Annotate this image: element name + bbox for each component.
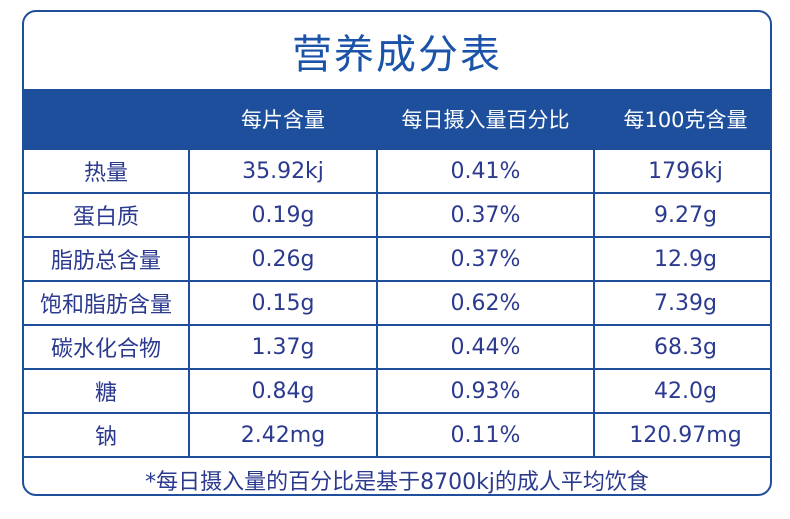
table-title: 营养成分表 bbox=[292, 31, 502, 78]
nutrient-name: 热量 bbox=[24, 148, 189, 193]
nutrient-name: 脂肪总含量 bbox=[24, 236, 189, 281]
nutrient-name: 碳水化合物 bbox=[24, 324, 189, 369]
daily-percent-value: 0.62% bbox=[376, 280, 594, 325]
per-100g-value: 68.3g bbox=[593, 324, 770, 369]
nutrition-card: 营养成分表 每片含量 每日摄入量百分比 每100克含量 热量 35.92kj 0… bbox=[22, 10, 772, 496]
daily-percent-value: 0.37% bbox=[376, 236, 594, 281]
table-row: 饱和脂肪含量 0.15g 0.62% 7.39g bbox=[24, 280, 770, 325]
table-row: 脂肪总含量 0.26g 0.37% 12.9g bbox=[24, 236, 770, 281]
per-piece-value: 2.42mg bbox=[188, 412, 377, 456]
nutrient-name: 糖 bbox=[24, 368, 189, 413]
daily-percent-value: 0.11% bbox=[376, 412, 594, 456]
nutrient-name: 蛋白质 bbox=[24, 192, 189, 237]
per-100g-value: 9.27g bbox=[593, 192, 770, 237]
per-100g-value: 12.9g bbox=[593, 236, 770, 281]
per-100g-value: 1796kj bbox=[593, 148, 770, 193]
table-row: 糖 0.84g 0.93% 42.0g bbox=[24, 368, 770, 413]
daily-percent-value: 0.37% bbox=[376, 192, 594, 237]
per-100g-value: 120.97mg bbox=[593, 412, 770, 456]
table-row: 热量 35.92kj 0.41% 1796kj bbox=[24, 148, 770, 193]
table-row: 碳水化合物 1.37g 0.44% 68.3g bbox=[24, 324, 770, 369]
per-100g-value: 42.0g bbox=[593, 368, 770, 413]
per-piece-value: 0.26g bbox=[188, 236, 377, 281]
daily-percent-value: 0.44% bbox=[376, 324, 594, 369]
table-row: 钠 2.42mg 0.11% 120.97mg bbox=[24, 412, 770, 456]
header-daily-percent: 每日摄入量百分比 bbox=[376, 89, 594, 149]
nutrition-table: 每片含量 每日摄入量百分比 每100克含量 热量 35.92kj 0.41% 1… bbox=[24, 89, 770, 456]
nutrient-name: 饱和脂肪含量 bbox=[24, 280, 189, 325]
per-piece-value: 0.15g bbox=[188, 280, 377, 325]
per-piece-value: 35.92kj bbox=[188, 148, 377, 193]
per-100g-value: 7.39g bbox=[593, 280, 770, 325]
per-piece-value: 0.19g bbox=[188, 192, 377, 237]
header-per-100g: 每100克含量 bbox=[593, 89, 770, 149]
table-row: 蛋白质 0.19g 0.37% 9.27g bbox=[24, 192, 770, 237]
nutrient-name: 钠 bbox=[24, 412, 189, 456]
daily-percent-value: 0.93% bbox=[376, 368, 594, 413]
footnote: *每日摄入量的百分比是基于8700kj的成人平均饮食 bbox=[24, 456, 770, 494]
daily-percent-value: 0.41% bbox=[376, 148, 594, 193]
header-blank bbox=[24, 89, 189, 149]
per-piece-value: 0.84g bbox=[188, 368, 377, 413]
per-piece-value: 1.37g bbox=[188, 324, 377, 369]
header-row: 每片含量 每日摄入量百分比 每100克含量 bbox=[24, 89, 770, 149]
header-per-piece: 每片含量 bbox=[188, 89, 377, 149]
